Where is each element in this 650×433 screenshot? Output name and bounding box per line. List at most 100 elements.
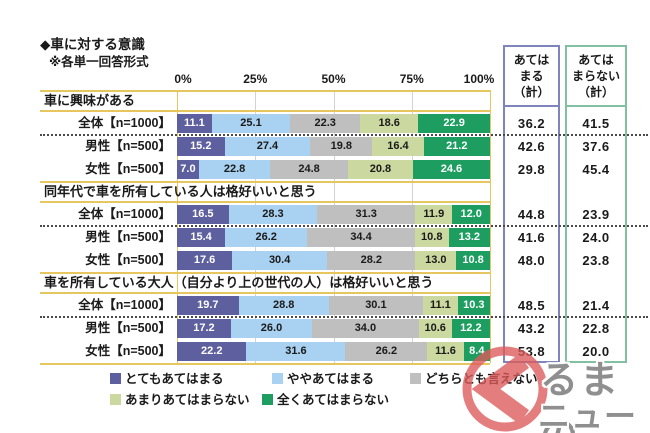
axis-tick-label: 100% xyxy=(463,72,495,86)
disagree-total-value: 23.9 xyxy=(582,207,610,222)
bar-segment: 28.2 xyxy=(327,251,416,270)
bar-segment: 26.2 xyxy=(345,342,428,361)
disagree-total-value: 21.4 xyxy=(582,298,610,313)
bar-segment: 12.0 xyxy=(452,205,490,224)
row-label: 全体【n=1000】 xyxy=(78,207,171,221)
legend-item: どちらとも言えない xyxy=(410,368,538,386)
question-header: 同年代で車を所有している人は格好いいと思う xyxy=(40,181,490,203)
disagree-total-value: 22.8 xyxy=(582,321,610,336)
agree-total-value: 41.6 xyxy=(517,230,546,245)
stacked-bar: 11.1 25.1 22.3 18.6 22.9 xyxy=(177,114,490,133)
bar-segment: 20.8 xyxy=(347,160,413,179)
bar-segment: 15.4 xyxy=(177,228,226,247)
bar-segment: 18.6 xyxy=(360,114,419,133)
bar-segment: 26.0 xyxy=(230,319,313,338)
stacked-bar: 17.2 26.0 34.0 10.6 12.2 xyxy=(177,319,490,338)
chart-title: ◆車に対する意識 xyxy=(40,37,145,52)
bar-segment: 22.3 xyxy=(290,114,361,133)
dotted-separator xyxy=(40,134,648,136)
agree-total-values: 36.2 42.6 29.8 44.8 41.6 48.0 48.5 43.2 53.8 xyxy=(505,47,558,361)
legend-swatch xyxy=(110,373,121,384)
bar-segment: 15.2 xyxy=(177,137,225,156)
axis-tick-label: 50% xyxy=(321,72,346,86)
bar-segment: 30.4 xyxy=(232,251,328,270)
bar-segment: 19.8 xyxy=(310,137,373,156)
bar-row: 全体【n=1000】 11.1 25.1 22.3 18.6 22.9 xyxy=(40,112,490,135)
legend-label: どちらとも言えない xyxy=(425,372,538,386)
bar-segment: 19.7 xyxy=(177,296,239,315)
bar-segment: 7.0 xyxy=(177,160,199,179)
legend-item: とてもあてはまる xyxy=(110,368,224,386)
watermark-text-line2: ニュース xyxy=(538,398,638,433)
bar-segment: 28.8 xyxy=(238,296,329,315)
bar-segment: 16.4 xyxy=(372,137,424,156)
bar-row: 全体【n=1000】 19.7 28.8 30.1 11.1 10.3 xyxy=(40,294,490,317)
question-header: 車に興味がある xyxy=(40,90,490,112)
legend-swatch xyxy=(262,394,273,405)
bar-row: 男性【n=500】 17.2 26.0 34.0 10.6 12.2 xyxy=(40,317,490,340)
stacked-bar: 15.4 26.2 34.4 10.8 13.2 xyxy=(177,228,490,247)
bar-segment: 8.4 xyxy=(463,342,490,361)
bar-segment: 21.2 xyxy=(423,137,490,156)
agree-total-value: 29.8 xyxy=(517,162,546,177)
row-label: 男性【n=500】 xyxy=(85,139,171,153)
bar-segment: 12.2 xyxy=(451,319,490,338)
dotted-separator xyxy=(40,225,648,227)
bar-segment: 26.2 xyxy=(225,228,308,247)
bar-segment: 10.3 xyxy=(457,296,490,315)
bar-segment: 10.6 xyxy=(418,319,452,338)
bar-segment: 34.4 xyxy=(307,228,415,247)
agree-total-box: あては まる （計） 36.2 42.6 29.8 44.8 41.6 48.0 48.5 4… xyxy=(503,45,560,363)
bar-segment: 11.6 xyxy=(427,342,464,361)
disagree-total-value: 24.0 xyxy=(582,230,610,245)
bar-segment: 25.1 xyxy=(211,114,291,133)
bar-segment: 24.8 xyxy=(270,160,348,179)
agree-total-value: 42.6 xyxy=(517,139,546,154)
legend-label: あまりあてはまらない xyxy=(125,393,250,407)
disagree-total-value: 37.6 xyxy=(582,139,610,154)
bar-segment: 17.2 xyxy=(177,319,231,338)
disagree-total-value: 41.5 xyxy=(582,116,610,131)
row-label: 男性【n=500】 xyxy=(85,321,171,335)
stacked-bar: 15.2 27.4 19.8 16.4 21.2 xyxy=(177,137,490,156)
bar-segment: 11.9 xyxy=(415,205,453,224)
agree-total-header: あては まる （計） xyxy=(505,47,558,107)
bar-row: 男性【n=500】 15.4 26.2 34.4 10.8 13.2 xyxy=(40,226,490,249)
bar-segment: 28.3 xyxy=(228,205,318,224)
legend-item: あまりあてはまらない xyxy=(110,389,250,407)
bar-segment: 22.8 xyxy=(198,160,271,179)
bar-segment: 24.6 xyxy=(412,160,490,179)
legend-swatch xyxy=(410,373,421,384)
agree-total-value: 43.2 xyxy=(517,321,546,336)
bar-segment: 13.2 xyxy=(448,228,490,247)
chart-subtitle: ※各単一回答形式 xyxy=(49,55,149,69)
bar-segment: 16.5 xyxy=(177,205,229,224)
chart-rows: 車に興味がある 全体【n=1000】 11.1 25.1 22.3 18.6 22.9 男性【… xyxy=(40,90,490,363)
disagree-total-value: 45.4 xyxy=(582,162,610,177)
disagree-total-value: 23.8 xyxy=(582,253,610,268)
axis-tick-label: 25% xyxy=(243,72,268,86)
disagree-total-box: あては まらない （計） 41.5 37.6 45.4 23.9 24.0 23.8 21.… xyxy=(565,45,627,363)
row-label: 女性【n=500】 xyxy=(85,162,171,176)
bar-row: 女性【n=500】 7.0 22.8 24.8 20.8 24.6 xyxy=(40,158,490,181)
agree-total-value: 44.8 xyxy=(517,207,546,222)
row-label: 女性【n=500】 xyxy=(85,344,171,358)
bar-row: 女性【n=500】 22.2 31.6 26.2 11.6 8.4 xyxy=(40,340,490,363)
dotted-separator xyxy=(40,316,648,318)
bar-segment: 31.3 xyxy=(317,205,416,224)
disagree-total-values: 41.5 37.6 45.4 23.9 24.0 23.8 21.4 22.8 20.0 xyxy=(567,47,625,361)
bar-segment: 17.6 xyxy=(177,251,233,270)
row-label: 全体【n=1000】 xyxy=(78,298,171,312)
agree-total-value: 53.8 xyxy=(517,344,546,359)
bar-segment: 11.1 xyxy=(423,296,458,315)
row-label: 全体【n=1000】 xyxy=(78,116,171,130)
bar-row: 女性【n=500】 17.6 30.4 28.2 13.0 10.8 xyxy=(40,249,490,272)
bar-segment: 22.9 xyxy=(418,114,490,133)
question-header: 車を所有している大人（自分より上の世代の人）は格好いいと思う xyxy=(40,272,490,294)
bar-segment: 27.4 xyxy=(224,137,311,156)
bar-segment: 13.0 xyxy=(415,251,457,270)
disagree-total-value: 20.0 xyxy=(582,344,610,359)
row-label: 女性【n=500】 xyxy=(85,253,171,267)
bar-row: 全体【n=1000】 16.5 28.3 31.3 11.9 12.0 xyxy=(40,203,490,226)
axis-tick-label: 0% xyxy=(174,72,192,86)
